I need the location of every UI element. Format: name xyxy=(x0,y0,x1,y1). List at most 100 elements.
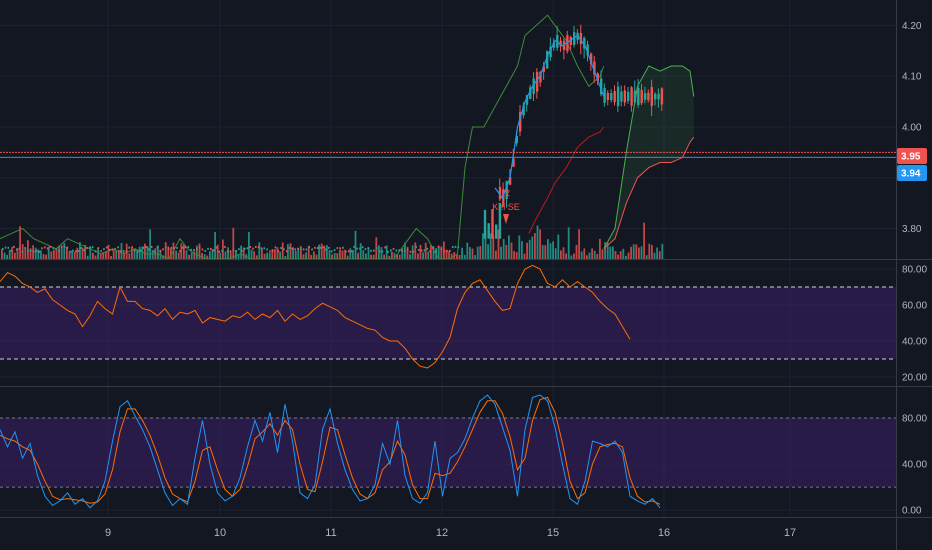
candle xyxy=(429,250,431,253)
volume-bar xyxy=(164,242,167,259)
candle xyxy=(232,249,235,252)
candle xyxy=(7,246,10,249)
volume-bar xyxy=(627,252,630,259)
volume-bar xyxy=(3,252,6,259)
volume-bar xyxy=(547,239,549,259)
volume-bar xyxy=(656,247,658,259)
volume-bar xyxy=(159,249,162,259)
candle xyxy=(381,250,384,253)
volume-bar xyxy=(398,254,401,259)
volume-bar xyxy=(417,253,419,259)
volume-bar xyxy=(110,256,112,259)
candle xyxy=(240,249,243,252)
volume-bar xyxy=(115,250,118,259)
candle xyxy=(412,250,415,253)
candle xyxy=(221,250,223,253)
candle-body xyxy=(505,180,508,199)
candle-body xyxy=(539,72,542,83)
volume-bar xyxy=(144,243,146,259)
candle-body xyxy=(596,73,599,81)
volume-bar xyxy=(339,249,341,259)
price-tick-label: 4.20 xyxy=(902,21,922,32)
volume-bar xyxy=(643,222,645,259)
candle xyxy=(27,249,29,252)
overlays: -2 Kel SE xyxy=(492,188,520,224)
candle xyxy=(94,250,97,253)
volume-bar xyxy=(146,246,149,259)
volume-bar xyxy=(157,245,159,259)
volume-bar xyxy=(448,251,450,259)
volume-bar xyxy=(536,225,539,259)
volume-bar xyxy=(396,254,398,259)
volume-bar xyxy=(133,248,136,259)
candle xyxy=(347,250,350,253)
volume-bar xyxy=(406,246,409,259)
candle xyxy=(212,249,215,252)
volume-bar xyxy=(188,254,190,259)
volume-bar xyxy=(437,245,440,259)
price-pane[interactable] xyxy=(0,14,896,260)
volume-bar xyxy=(242,247,245,259)
volume-bar xyxy=(341,250,344,259)
candle-body xyxy=(603,88,606,103)
candle-body xyxy=(600,78,603,95)
volume-bar xyxy=(552,241,554,259)
candle-body xyxy=(623,90,626,103)
volume-bar xyxy=(34,247,37,259)
rsi-pane[interactable] xyxy=(0,264,896,369)
volume-bar xyxy=(495,250,497,259)
candle-body xyxy=(491,209,494,239)
volume-bar xyxy=(648,243,651,259)
volume-bar xyxy=(198,243,201,259)
candle xyxy=(274,246,277,249)
volume-bar xyxy=(635,244,638,259)
candle xyxy=(283,248,285,251)
stoch-tick-label: 40.00 xyxy=(902,460,927,471)
time-tick-label: 17 xyxy=(784,527,796,539)
volume-bar xyxy=(617,254,619,259)
candle xyxy=(364,248,367,251)
volume-bar xyxy=(432,246,435,259)
cloud-top-line xyxy=(603,65,695,250)
time-tick-label: 11 xyxy=(325,527,336,539)
candle xyxy=(21,250,24,253)
volume-bar xyxy=(84,244,86,259)
volume-bar xyxy=(222,239,224,259)
volume-bar xyxy=(526,242,528,259)
volume-bar xyxy=(167,246,170,259)
candle xyxy=(302,248,305,251)
candle xyxy=(342,246,344,249)
volume-bar xyxy=(604,242,606,259)
volume-bar xyxy=(149,229,151,259)
candle-body xyxy=(643,93,647,100)
candle-body xyxy=(559,40,562,47)
volume-bar xyxy=(362,250,365,259)
signal-arrow-icon xyxy=(503,214,509,224)
candle xyxy=(179,250,181,253)
volume-bar xyxy=(357,252,359,259)
volume-bar xyxy=(479,246,482,259)
candle xyxy=(291,247,294,250)
candle xyxy=(361,246,364,249)
price-scale[interactable]: 4.204.104.003.903.8080.0060.0040.0020.00… xyxy=(897,21,927,517)
candle xyxy=(58,249,60,252)
candle xyxy=(398,249,400,252)
candle xyxy=(316,247,319,249)
stoch-pane[interactable] xyxy=(0,394,896,509)
candle xyxy=(426,247,429,250)
candle xyxy=(328,246,330,249)
volume-bar xyxy=(79,242,81,259)
candle xyxy=(184,246,187,249)
volume-bar xyxy=(471,248,474,259)
candle xyxy=(333,249,336,252)
volume-bar xyxy=(250,249,253,259)
volume-bar xyxy=(489,233,492,259)
candle xyxy=(13,245,15,248)
time-scale[interactable]: 9 10 11 12 15 16 17 xyxy=(105,527,796,539)
volume-bar xyxy=(349,248,352,259)
volume-bar xyxy=(255,255,258,259)
volume-bar xyxy=(300,246,302,259)
candle xyxy=(454,245,457,248)
